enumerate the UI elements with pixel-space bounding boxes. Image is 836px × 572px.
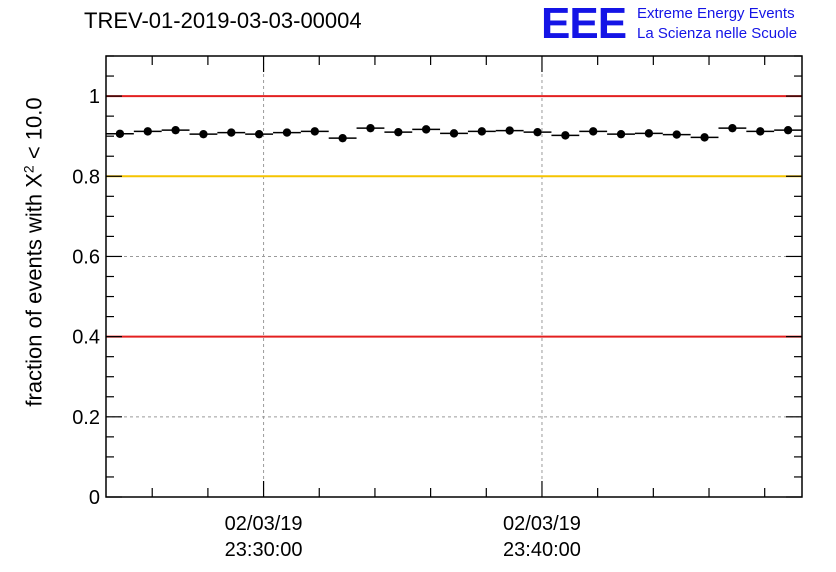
eee-logo: EEE — [541, 0, 627, 48]
y-axis-label-prefix: fraction of events with X — [21, 173, 47, 407]
y-tick-label: 0 — [89, 487, 100, 509]
data-points — [106, 123, 802, 143]
data-point — [227, 128, 236, 137]
data-point — [310, 127, 319, 136]
x-tick-label-time: 23:40:00 — [503, 539, 581, 561]
y-tick-label: 0.8 — [72, 166, 100, 188]
data-point — [171, 125, 180, 135]
data-point — [366, 123, 375, 133]
y-tick-label: 1 — [89, 86, 100, 108]
data-point — [783, 125, 793, 135]
data-point — [700, 133, 709, 142]
data-point — [394, 127, 403, 137]
data-point — [728, 123, 737, 133]
x-tick-label-date: 02/03/19 — [503, 513, 581, 535]
data-point — [143, 127, 152, 136]
data-point — [338, 133, 347, 143]
data-point — [672, 130, 681, 139]
chart-title: TREV-01-2019-03-03-00004 — [84, 8, 362, 33]
x-tick-label-time: 23:30:00 — [225, 539, 303, 561]
y-axis-label-sup: 2 — [20, 165, 37, 174]
data-point — [199, 129, 208, 139]
logo-line-2: La Scienza nelle Scuole — [637, 25, 798, 42]
x-tick-labels: 02/03/19 23:30:00 02/03/19 23:40:00 — [225, 513, 581, 561]
reference-lines — [106, 95, 802, 338]
data-point — [756, 127, 765, 136]
data-point — [421, 125, 431, 134]
y-tick-label: 0.4 — [72, 327, 100, 349]
y-tick-label: 0.2 — [72, 407, 100, 429]
data-point — [644, 129, 654, 138]
y-tick-label: 0.6 — [72, 246, 100, 268]
y-axis-label: fraction of events with X2 < 10.0 — [20, 97, 47, 406]
data-point — [477, 127, 487, 136]
data-point — [533, 127, 542, 137]
data-point — [616, 129, 626, 139]
data-point — [282, 128, 292, 137]
data-point — [505, 126, 514, 135]
axis-ticks — [106, 55, 802, 498]
logo-line-1: Extreme Energy Events — [637, 5, 795, 22]
plot-frame — [105, 55, 803, 498]
data-point — [449, 129, 459, 138]
data-point — [589, 127, 598, 136]
y-tick-labels: 0 0.2 0.4 0.6 0.8 1 — [72, 86, 100, 509]
data-point — [115, 129, 125, 138]
y-axis-label-suffix: < 10.0 — [21, 97, 47, 166]
x-tick-label-date: 02/03/19 — [225, 513, 303, 535]
data-point — [561, 131, 570, 140]
data-point — [254, 129, 264, 139]
grid-lines — [106, 56, 802, 497]
